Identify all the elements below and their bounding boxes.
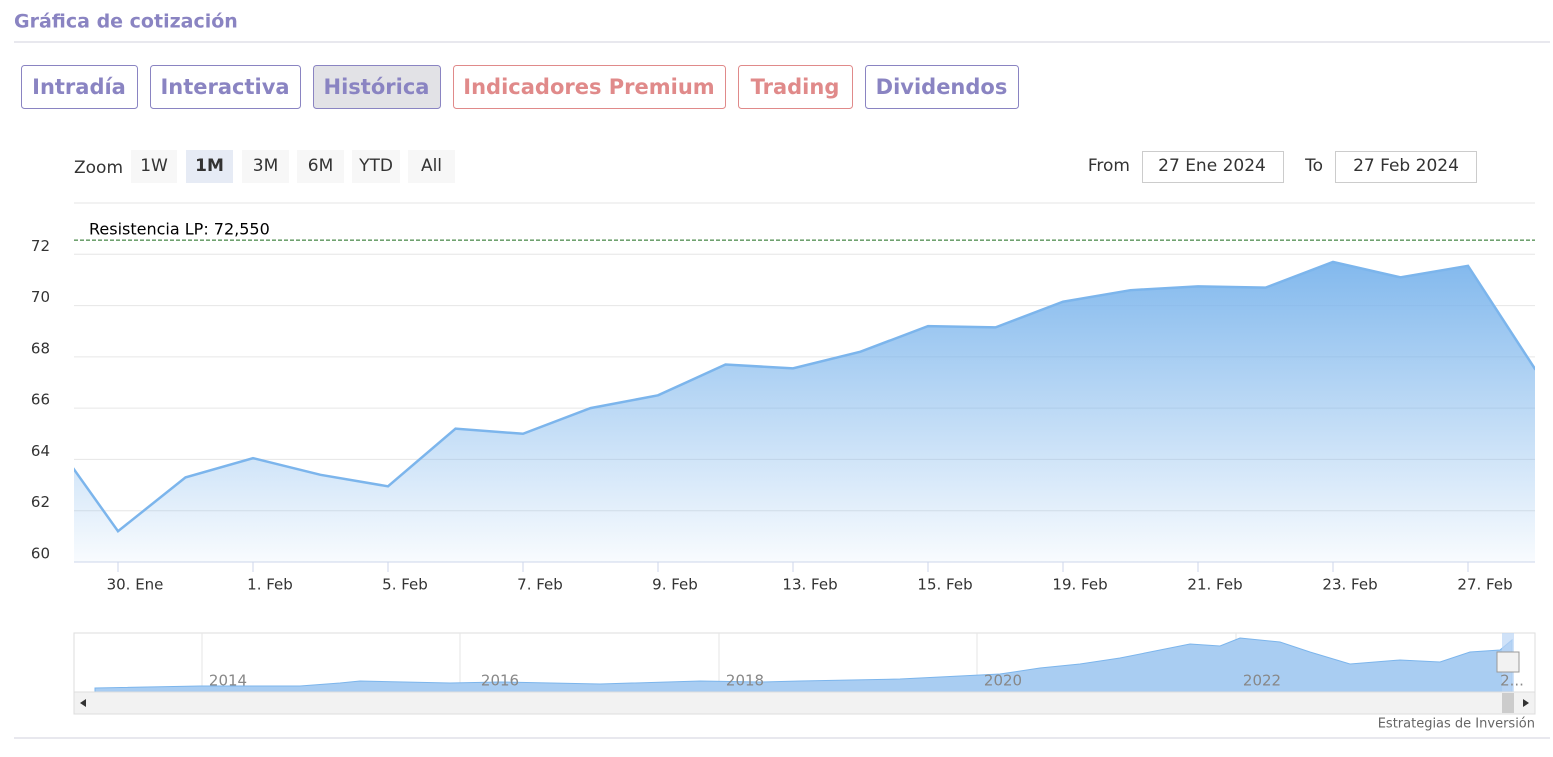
navigator-area: [94, 637, 1513, 693]
section-title: Gráfica de cotización: [14, 11, 238, 33]
tab-box[interactable]: [865, 65, 1019, 109]
to-label: To: [1304, 156, 1323, 176]
zoom-button[interactable]: [242, 150, 289, 183]
zoom-button-label[interactable]: YTD: [358, 156, 393, 176]
to-input[interactable]: [1335, 151, 1477, 183]
zoom-button-label[interactable]: 6M: [308, 156, 333, 176]
x-tick-label: 23. Feb: [1322, 576, 1377, 594]
zoom-button-label[interactable]: 1M: [195, 156, 224, 176]
area-line: [74, 260, 1535, 534]
scroll-thumb[interactable]: [1502, 693, 1514, 713]
tab[interactable]: Interactiva: [150, 65, 301, 109]
tab-box[interactable]: [453, 65, 726, 109]
tab-box[interactable]: [150, 65, 301, 109]
zoom-button-label[interactable]: All: [421, 156, 442, 176]
x-tick-label: 27. Feb: [1457, 576, 1512, 594]
x-tick-label: 1. Feb: [247, 576, 293, 594]
y-tick-label: 64: [31, 442, 50, 460]
zoom-label: Zoom: [74, 158, 123, 178]
scrollbar[interactable]: [73, 691, 1536, 715]
y-tick-label: 72: [31, 237, 50, 255]
chart: 60 62 64 66 68 70 72 30. Ene 1. Feb 5. Feb 7. Feb 9…: [31, 202, 1535, 594]
y-tick-label: 68: [31, 339, 50, 357]
zoom-button[interactable]: [408, 150, 455, 183]
zoom-button-label[interactable]: 1W: [140, 156, 168, 176]
tab[interactable]: Intradía: [21, 65, 138, 109]
x-tick-label: 21. Feb: [1187, 576, 1242, 594]
to-value[interactable]: 27 Feb 2024: [1353, 156, 1459, 176]
navigator-year: 2016: [481, 672, 519, 690]
resistance-label: Resistencia LP: 72,550: [89, 220, 270, 239]
tab-box[interactable]: [738, 65, 853, 109]
navigator-year: 2018: [726, 672, 764, 690]
x-tick-label: 5. Feb: [382, 576, 428, 594]
y-tick-label: 66: [31, 391, 50, 409]
x-tick-label: 15. Feb: [917, 576, 972, 594]
x-tick-label: 30. Ene: [107, 576, 164, 594]
tab[interactable]: Histórica: [313, 65, 441, 109]
y-tick-label: 70: [31, 288, 50, 306]
from-value[interactable]: 27 Ene 2024: [1158, 156, 1266, 176]
x-tick-label: 7. Feb: [517, 576, 563, 594]
credits: Estrategias de Inversión: [1378, 717, 1535, 732]
tab-label[interactable]: Histórica: [324, 75, 430, 99]
tab-label[interactable]: Trading: [751, 75, 840, 99]
x-tick-label: 9. Feb: [652, 576, 698, 594]
tab-bar: Intradía Interactiva Histórica Indicadores …: [21, 65, 1019, 109]
navigator-grid: [201, 633, 1237, 692]
tab[interactable]: Trading: [738, 65, 853, 109]
tab[interactable]: Dividendos: [865, 65, 1019, 109]
from-label: From: [1088, 156, 1130, 176]
area-fill: [74, 261, 1535, 562]
navigator-year: 2022: [1243, 672, 1281, 690]
toolbar: Zoom 1W 1M 3M 6M YTD All From 27 Ene 2024 To 27 Fe…: [74, 150, 1477, 183]
y-tick-label: 62: [31, 493, 50, 511]
tab-box[interactable]: [21, 65, 138, 109]
navigator: 2014 2016 2018 2020 2022 2...: [73, 632, 1536, 715]
series: [74, 260, 1535, 562]
y-tick-label: 60: [31, 545, 50, 563]
tab-box[interactable]: [313, 65, 441, 109]
tab[interactable]: Indicadores Premium: [453, 65, 726, 109]
x-tick-label: 13. Feb: [782, 576, 837, 594]
zoom-button[interactable]: [186, 150, 233, 183]
navigator-year: 2020: [984, 672, 1022, 690]
tab-label[interactable]: Dividendos: [876, 75, 1008, 99]
tab-label[interactable]: Intradía: [32, 75, 126, 99]
from-input[interactable]: [1142, 151, 1284, 183]
tab-label[interactable]: Indicadores Premium: [463, 75, 714, 99]
tab-label[interactable]: Interactiva: [160, 75, 289, 99]
navigator-year: 2...: [1500, 672, 1524, 690]
navigator-handle[interactable]: [1496, 651, 1520, 673]
zoom-button[interactable]: [131, 150, 177, 183]
zoom-button[interactable]: [297, 150, 344, 183]
scroll-left[interactable]: [80, 699, 86, 707]
x-tick-label: 19. Feb: [1052, 576, 1107, 594]
zoom-button[interactable]: [352, 150, 400, 183]
navigator-year: 2014: [209, 672, 247, 690]
scroll-right[interactable]: [1523, 699, 1529, 707]
zoom-button-label[interactable]: 3M: [253, 156, 278, 176]
